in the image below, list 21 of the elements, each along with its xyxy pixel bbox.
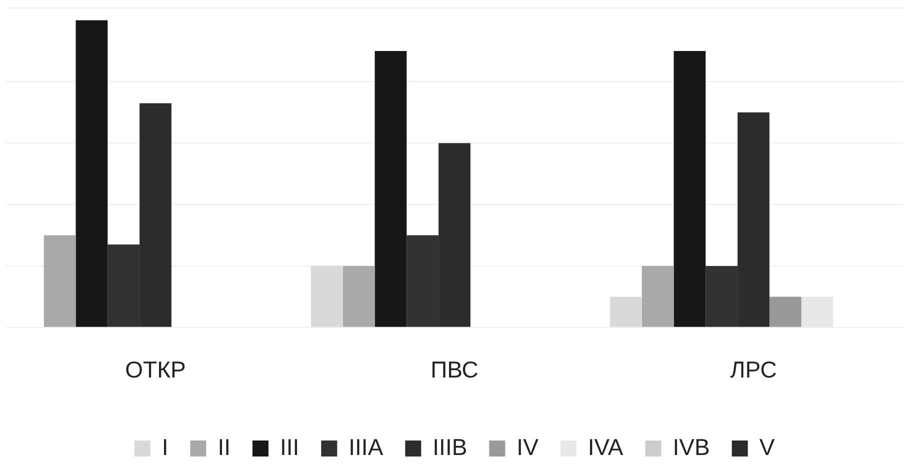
- legend-label: II: [218, 434, 230, 460]
- legend-label: I: [162, 434, 168, 460]
- legend-label: IVB: [672, 434, 710, 460]
- x-tick-label: ОТКР: [125, 356, 186, 383]
- bar: [44, 235, 76, 327]
- bar: [310, 266, 343, 327]
- x-tick-label: ЛРС: [730, 356, 777, 383]
- bar: [76, 20, 108, 327]
- legend-label: IIIA: [348, 434, 384, 460]
- bar: [610, 296, 642, 327]
- bar: [674, 50, 706, 327]
- bar: [642, 266, 674, 327]
- legend-label: V: [759, 434, 776, 460]
- legend-label: IIIB: [432, 434, 468, 460]
- bar: [374, 50, 407, 327]
- legend-label: IVA: [588, 434, 624, 460]
- legend-label: III: [280, 434, 300, 460]
- bar: [342, 266, 375, 327]
- x-tick-label: ПВС: [430, 356, 478, 383]
- bar: [769, 296, 802, 327]
- legend-label: IV: [516, 434, 540, 460]
